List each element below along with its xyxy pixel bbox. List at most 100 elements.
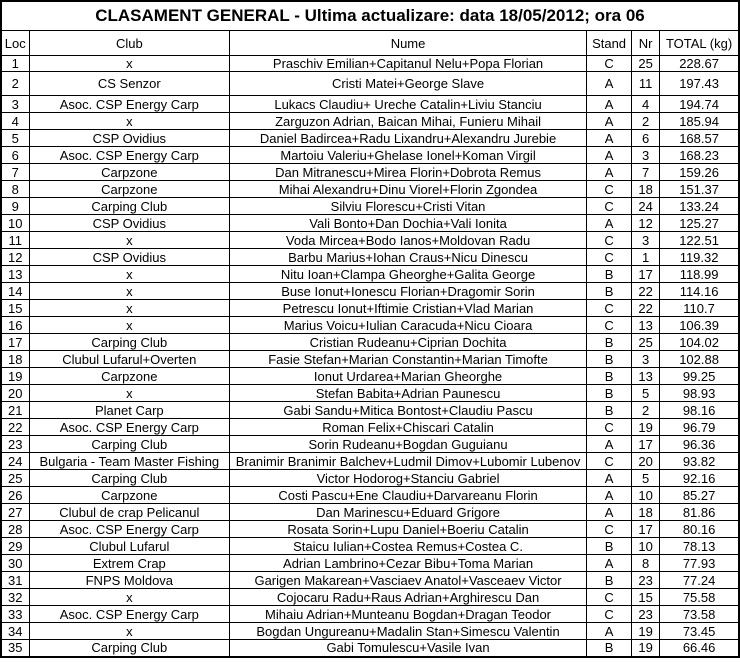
- loc-cell: 27: [0, 503, 30, 521]
- total-cell: 75.58: [659, 588, 740, 606]
- stand-cell: A: [585, 95, 633, 113]
- stand-cell: C: [585, 316, 633, 334]
- club-cell: Carpzone: [28, 163, 231, 181]
- table-row: 23 Carping Club Sorin Rudeanu+Bogdan Gugui…: [0, 435, 740, 453]
- club-cell: Carping Club: [28, 197, 231, 215]
- table-row: 27 Clubul de crap Pelicanul Dan Marinescu+…: [0, 503, 740, 521]
- total-cell: 96.79: [659, 418, 740, 436]
- nr-cell: 23: [631, 571, 661, 589]
- loc-cell: 2: [0, 71, 30, 96]
- stand-cell: A: [585, 486, 633, 504]
- total-cell: 118.99: [659, 265, 740, 283]
- total-cell: 125.27: [659, 214, 740, 232]
- club-cell: Extrem Crap: [28, 554, 231, 572]
- nr-cell: 23: [631, 605, 661, 623]
- table-row: 12 CSP Ovidius Barbu Marius+Iohan Craus+Ni…: [0, 248, 740, 266]
- table-row: 11 x Voda Mircea+Bodo Ianos+Moldovan Radu C…: [0, 231, 740, 249]
- table-row: 28 Asoc. CSP Energy Carp Rosata Sorin+Lupu…: [0, 520, 740, 538]
- total-cell: 98.16: [659, 401, 740, 419]
- nr-cell: 12: [631, 214, 661, 232]
- club-cell: x: [28, 316, 231, 334]
- stand-cell: B: [585, 537, 633, 555]
- loc-cell: 10: [0, 214, 30, 232]
- loc-cell: 12: [0, 248, 30, 266]
- nr-cell: 3: [631, 350, 661, 368]
- nume-cell: Costi Pascu+Ene Claudiu+Darvareanu Flori…: [229, 486, 587, 504]
- stand-cell: B: [585, 571, 633, 589]
- club-cell: Planet Carp: [28, 401, 231, 419]
- nume-cell: Bogdan Ungureanu+Madalin Stan+Simescu Va…: [229, 622, 587, 640]
- nume-cell: Garigen Makarean+Vasciaev Anatol+Vasceae…: [229, 571, 587, 589]
- club-cell: Asoc. CSP Energy Carp: [28, 146, 231, 164]
- club-cell: x: [28, 265, 231, 283]
- total-cell: 133.24: [659, 197, 740, 215]
- nr-cell: 13: [631, 367, 661, 385]
- nr-cell: 17: [631, 435, 661, 453]
- nume-cell: Nitu Ioan+Clampa Gheorghe+Galita George: [229, 265, 587, 283]
- nr-cell: 3: [631, 231, 661, 249]
- loc-cell: 30: [0, 554, 30, 572]
- column-header-stand: Stand: [585, 30, 633, 56]
- club-cell: Asoc. CSP Energy Carp: [28, 95, 231, 113]
- total-cell: 197.43: [659, 71, 740, 96]
- total-cell: 98.93: [659, 384, 740, 402]
- nume-cell: Roman Felix+Chiscari Catalin: [229, 418, 587, 436]
- total-cell: 78.13: [659, 537, 740, 555]
- loc-cell: 25: [0, 469, 30, 487]
- loc-cell: 8: [0, 180, 30, 198]
- table-row: 20 x Stefan Babita+Adrian Paunescu B 5 98.93: [0, 384, 740, 402]
- loc-cell: 15: [0, 299, 30, 317]
- club-cell: x: [28, 622, 231, 640]
- table-row: 3 Asoc. CSP Energy Carp Lukacs Claudiu+ Ur…: [0, 95, 740, 113]
- club-cell: Clubul Lufarul+Overten: [28, 350, 231, 368]
- total-cell: 119.32: [659, 248, 740, 266]
- table-row: 29 Clubul Lufarul Staicu Iulian+Costea Rem…: [0, 537, 740, 555]
- nr-cell: 1: [631, 248, 661, 266]
- nr-cell: 2: [631, 401, 661, 419]
- stand-cell: C: [585, 605, 633, 623]
- total-cell: 185.94: [659, 112, 740, 130]
- nr-cell: 5: [631, 469, 661, 487]
- column-header-nr: Nr: [631, 30, 661, 56]
- nume-cell: Petrescu Ionut+Iftimie Cristian+Vlad Mar…: [229, 299, 587, 317]
- stand-cell: B: [585, 265, 633, 283]
- nume-cell: Dan Marinescu+Eduard Grigore: [229, 503, 587, 521]
- total-cell: 168.57: [659, 129, 740, 147]
- table-row: 4 x Zarguzon Adrian, Baican Mihai, Funieru…: [0, 112, 740, 130]
- nr-cell: 8: [631, 554, 661, 572]
- loc-cell: 33: [0, 605, 30, 623]
- total-cell: 99.25: [659, 367, 740, 385]
- table-row: 15 x Petrescu Ionut+Iftimie Cristian+Vlad …: [0, 299, 740, 317]
- total-cell: 77.93: [659, 554, 740, 572]
- nr-cell: 17: [631, 265, 661, 283]
- table-row: 7 Carpzone Dan Mitranescu+Mirea Florin+Dob…: [0, 163, 740, 181]
- club-cell: Clubul de crap Pelicanul: [28, 503, 231, 521]
- club-cell: FNPS Moldova: [28, 571, 231, 589]
- stand-cell: B: [585, 350, 633, 368]
- table-row: 1 x Praschiv Emilian+Capitanul Nelu+Popa F…: [0, 55, 740, 72]
- stand-cell: C: [585, 452, 633, 470]
- stand-cell: B: [585, 384, 633, 402]
- loc-cell: 9: [0, 197, 30, 215]
- club-cell: Asoc. CSP Energy Carp: [28, 520, 231, 538]
- nume-cell: Victor Hodorog+Stanciu Gabriel: [229, 469, 587, 487]
- club-cell: x: [28, 231, 231, 249]
- stand-cell: A: [585, 469, 633, 487]
- table-row: 14 x Buse Ionut+Ionescu Florian+Dragomir S…: [0, 282, 740, 300]
- club-cell: Carpzone: [28, 180, 231, 198]
- table-row: 19 Carpzone Ionut Urdarea+Marian Gheorghe B…: [0, 367, 740, 385]
- stand-cell: A: [585, 146, 633, 164]
- nume-cell: Ionut Urdarea+Marian Gheorghe: [229, 367, 587, 385]
- nr-cell: 18: [631, 503, 661, 521]
- nr-cell: 15: [631, 588, 661, 606]
- table-row: 31 FNPS Moldova Garigen Makarean+Vasciaev …: [0, 571, 740, 589]
- nr-cell: 4: [631, 95, 661, 113]
- club-cell: Clubul Lufarul: [28, 537, 231, 555]
- stand-cell: C: [585, 418, 633, 436]
- club-cell: x: [28, 299, 231, 317]
- stand-cell: A: [585, 214, 633, 232]
- total-cell: 110.7: [659, 299, 740, 317]
- nr-cell: 2: [631, 112, 661, 130]
- club-cell: Carping Club: [28, 469, 231, 487]
